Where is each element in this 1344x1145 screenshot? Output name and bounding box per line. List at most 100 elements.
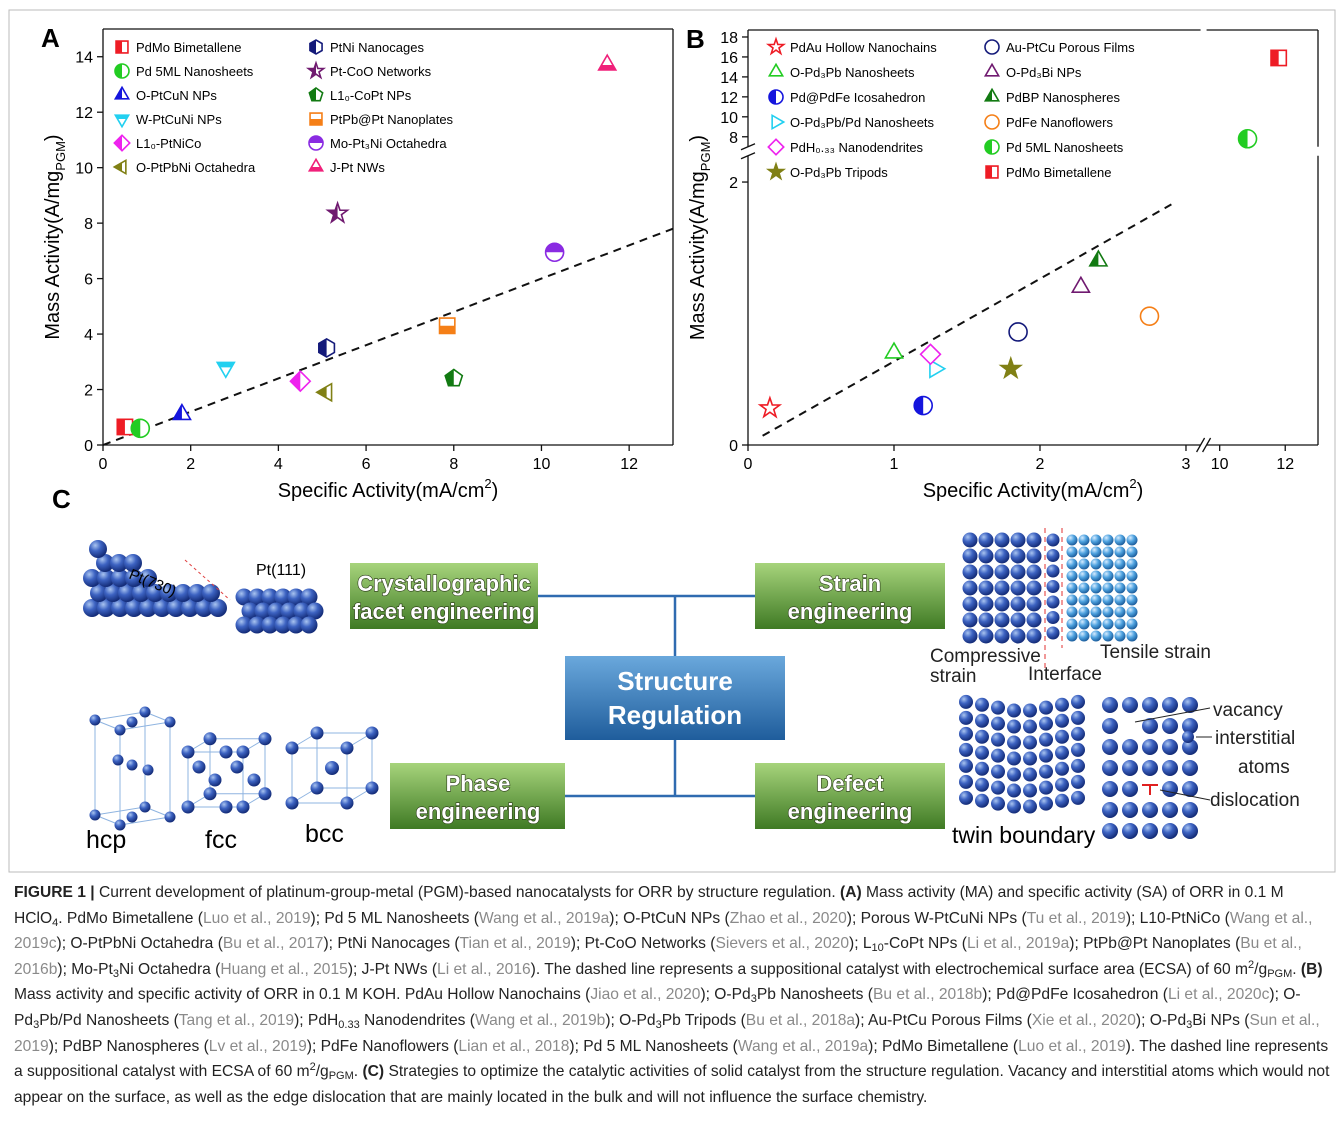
- caption-text: Sievers et al., 2020: [715, 935, 850, 953]
- atom: [1182, 802, 1198, 818]
- atom: [300, 588, 318, 606]
- caption-text: ); O-Pd: [1135, 1011, 1187, 1029]
- atom: [1046, 595, 1060, 609]
- legend-label: O-Pd₃Bi NPs: [1006, 65, 1082, 80]
- marker: [984, 114, 1000, 130]
- marker-fill: [114, 135, 123, 151]
- atom: [1026, 628, 1042, 644]
- box-text: engineering: [788, 599, 913, 624]
- atom: [274, 616, 292, 634]
- atom: [146, 584, 164, 602]
- legend-entry: Pd 5ML Nanosheets: [114, 63, 254, 79]
- caption-text: Wang et al., 2019a: [737, 1037, 869, 1055]
- marker-shape: [1139, 306, 1160, 326]
- marker: [114, 63, 130, 79]
- label-sup: 2: [1129, 476, 1136, 491]
- atom: [203, 787, 217, 801]
- label-sub: PGM: [53, 141, 68, 171]
- legend-entry: Pd@PdFe Icosahedron: [768, 89, 925, 105]
- label-part: Mass Activity(A/mg: [687, 171, 709, 340]
- atom: [959, 790, 973, 805]
- marker: [309, 112, 323, 126]
- atom: [975, 793, 989, 808]
- marker-fill: [308, 62, 316, 78]
- box-text: Crystallographic: [357, 571, 531, 596]
- atom: [1090, 558, 1102, 570]
- atom: [962, 532, 978, 548]
- legend-entry: O-PtPbNi Octahedra: [112, 158, 256, 176]
- legend-entry: PdH₀.₃₃ Nanodendrites: [767, 138, 924, 156]
- lattice-line: [119, 816, 171, 826]
- atom: [1122, 739, 1138, 755]
- strain-label: Compressive: [930, 646, 1041, 667]
- marker: [171, 402, 192, 421]
- caption-text: ); O-PtCuN NPs (: [609, 909, 730, 927]
- atom: [267, 602, 285, 620]
- figure-border: [8, 9, 1336, 873]
- atom: [293, 602, 311, 620]
- atom: [1055, 713, 1069, 728]
- atom: [1114, 534, 1126, 546]
- legend-label: PtPb@Pt Nanoplates: [330, 112, 454, 127]
- legend-entry: J-Pt NWs: [307, 157, 385, 175]
- caption-text: Bu et al., 2018a: [745, 1011, 856, 1029]
- atom: [1102, 570, 1114, 582]
- atom: [261, 616, 279, 634]
- marker-fill: [131, 419, 141, 438]
- atom: [1122, 760, 1138, 776]
- marker: [1237, 128, 1258, 149]
- center-box: [565, 656, 785, 740]
- legend-entry: L1₀-CoPt NPs: [308, 87, 412, 103]
- atom: [1023, 799, 1037, 814]
- atom: [959, 710, 973, 725]
- atom: [1007, 767, 1021, 782]
- y-tick-label: 12: [720, 90, 738, 107]
- y-tick-label: 16: [720, 50, 738, 67]
- marker: [318, 338, 336, 358]
- atom: [1046, 626, 1060, 640]
- marker: [919, 343, 942, 366]
- atom: [300, 616, 318, 634]
- caption-text: (A): [840, 884, 862, 901]
- atom: [978, 532, 994, 548]
- caption-text: Tu et al., 2019: [1026, 909, 1126, 927]
- x-tick-label: 0: [744, 456, 753, 473]
- x-axis-label: Specific Activity(mA/cm2): [278, 476, 499, 502]
- legend-label: PdMo Bimetallene: [136, 40, 242, 55]
- atom: [1102, 823, 1118, 839]
- caption-text: ); Pd 5 ML Nanosheets (: [310, 909, 479, 927]
- caption-text: ); PdMo Bimetallene (: [868, 1037, 1019, 1055]
- atom: [978, 548, 994, 564]
- x-tick-label: 2: [1036, 456, 1045, 473]
- atom: [1122, 823, 1138, 839]
- legend-label: O-PtPbNi Octahedra: [136, 160, 256, 175]
- atom: [310, 781, 324, 795]
- label-sup: 2: [484, 476, 491, 491]
- strain-label: strain: [930, 666, 976, 687]
- x-tick-label: 1: [890, 456, 899, 473]
- marker: [884, 341, 904, 359]
- legend-entry: PdAu Hollow Nanochains: [765, 36, 937, 56]
- atom: [1114, 630, 1126, 642]
- marker: [308, 87, 324, 102]
- atom: [365, 726, 379, 740]
- caption-text: ); Au-PtCu Porous Films (: [855, 1011, 1032, 1029]
- legend-entry: PtNi Nanocages: [309, 39, 424, 55]
- caption-text: Nanodendrites (: [359, 1011, 475, 1029]
- strain-label: Tensile strain: [1100, 642, 1211, 663]
- atom: [1142, 760, 1158, 776]
- legend-label: PdBP Nanospheres: [1006, 90, 1120, 105]
- label-part: ): [1137, 480, 1144, 502]
- facet-line: [184, 559, 231, 601]
- caption-text: Pb Nanosheets (: [756, 986, 873, 1004]
- defect-label: vacancy: [1213, 700, 1283, 721]
- caption-text: Pb Tripods (: [661, 1011, 746, 1029]
- legend-entry: PdMo Bimetallene: [985, 165, 1112, 180]
- caption-text: Bi NPs (: [1192, 1011, 1250, 1029]
- atom: [1162, 760, 1178, 776]
- atom: [1039, 780, 1053, 795]
- atom: [1066, 630, 1078, 642]
- atom: [991, 780, 1005, 795]
- caption-text: ); Mo-Pt: [57, 960, 113, 978]
- atom: [1142, 823, 1158, 839]
